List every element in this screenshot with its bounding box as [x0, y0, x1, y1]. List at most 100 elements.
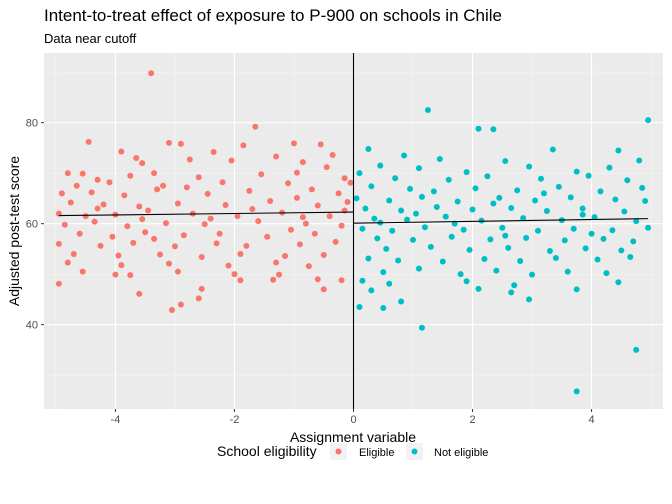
data-point-not-eligible: [573, 286, 580, 293]
data-point-not-eligible: [454, 198, 461, 205]
data-point-eligible: [79, 170, 86, 177]
data-point-eligible: [302, 220, 309, 227]
x-tick-label: 0: [350, 414, 356, 426]
data-point-eligible: [299, 214, 306, 221]
data-point-eligible: [207, 215, 214, 222]
data-point-not-eligible: [398, 298, 405, 305]
data-point-not-eligible: [484, 173, 491, 180]
x-tick-label: 2: [469, 414, 475, 426]
data-point-eligible: [151, 170, 158, 177]
data-point-not-eligible: [421, 224, 428, 231]
data-point-not-eligible: [481, 256, 488, 263]
data-point-not-eligible: [365, 255, 372, 262]
x-axis-title: Assignment variable: [290, 429, 416, 445]
data-point-not-eligible: [612, 196, 619, 203]
data-point-eligible: [267, 197, 274, 204]
data-point-not-eligible: [517, 258, 524, 265]
data-point-eligible: [82, 213, 89, 220]
data-point-not-eligible: [537, 175, 544, 182]
data-point-eligible: [168, 307, 175, 314]
data-point-eligible: [67, 199, 74, 206]
data-point-eligible: [124, 223, 131, 230]
data-point-not-eligible: [645, 224, 652, 231]
data-point-not-eligible: [588, 230, 595, 237]
data-point-not-eligible: [463, 278, 470, 285]
data-point-eligible: [213, 240, 220, 247]
data-point-eligible: [216, 230, 223, 237]
data-point-eligible: [94, 205, 101, 212]
data-point-not-eligible: [356, 170, 363, 177]
data-point-eligible: [136, 203, 143, 210]
data-point-eligible: [97, 242, 104, 249]
data-point-not-eligible: [564, 268, 571, 275]
data-point-not-eligible: [573, 168, 580, 175]
data-point-eligible: [299, 159, 306, 166]
data-point-not-eligible: [478, 217, 485, 224]
data-point-not-eligible: [424, 107, 431, 114]
data-point-eligible: [210, 148, 217, 155]
data-point-eligible: [118, 148, 125, 155]
data-point-not-eligible: [353, 195, 360, 202]
y-tick-label: 80: [26, 118, 38, 130]
data-point-not-eligible: [383, 245, 390, 252]
legend-title: School eligibility: [217, 443, 317, 459]
data-point-not-eligible: [418, 324, 425, 331]
legend: School eligibility Eligible Not eligible: [217, 443, 488, 460]
data-point-not-eligible: [359, 277, 366, 284]
data-point-eligible: [243, 242, 250, 249]
data-point-not-eligible: [579, 211, 586, 218]
data-point-eligible: [127, 272, 134, 279]
data-point-not-eligible: [460, 226, 467, 233]
data-point-eligible: [228, 157, 235, 164]
chart-subtitle: Data near cutoff: [44, 31, 137, 46]
data-point-eligible: [174, 268, 181, 275]
data-point-not-eligible: [392, 175, 399, 182]
data-point-not-eligible: [591, 214, 598, 221]
data-point-eligible: [145, 207, 152, 214]
data-point-not-eligible: [540, 190, 547, 197]
data-point-eligible: [121, 192, 128, 199]
data-point-not-eligible: [609, 227, 616, 234]
data-point-eligible: [91, 218, 98, 225]
data-point-eligible: [127, 172, 134, 179]
data-point-eligible: [180, 232, 187, 239]
data-point-eligible: [293, 169, 300, 176]
data-point-eligible: [73, 182, 80, 189]
data-point-eligible: [311, 230, 318, 237]
data-point-not-eligible: [594, 256, 601, 263]
data-point-not-eligible: [600, 235, 607, 242]
data-point-eligible: [163, 220, 170, 227]
data-point-eligible: [293, 194, 300, 201]
data-point-eligible: [139, 160, 146, 167]
data-point-eligible: [317, 141, 324, 148]
data-point-not-eligible: [514, 187, 521, 194]
legend-label-eligible: Eligible: [359, 447, 394, 459]
data-point-not-eligible: [505, 244, 512, 251]
data-point-not-eligible: [469, 206, 476, 213]
data-point-not-eligible: [573, 388, 580, 395]
data-point-eligible: [177, 140, 184, 147]
y-tick-label: 60: [26, 219, 38, 231]
data-point-eligible: [177, 301, 184, 308]
legend-marker-eligible: [335, 448, 342, 455]
data-point-not-eligible: [543, 208, 550, 215]
data-point-not-eligible: [415, 265, 422, 272]
data-point-not-eligible: [502, 158, 509, 165]
data-point-not-eligible: [642, 197, 649, 204]
data-point-eligible: [148, 70, 155, 77]
data-point-not-eligible: [508, 205, 515, 212]
data-point-eligible: [320, 251, 327, 258]
x-tick-label: 4: [589, 414, 595, 426]
data-point-eligible: [237, 277, 244, 284]
data-point-not-eligible: [621, 208, 628, 215]
data-point-not-eligible: [523, 234, 530, 241]
data-point-eligible: [133, 155, 140, 162]
data-point-not-eligible: [410, 236, 417, 243]
data-point-eligible: [70, 250, 77, 257]
data-point-eligible: [106, 179, 113, 186]
data-point-eligible: [285, 180, 292, 187]
data-point-eligible: [55, 280, 62, 287]
data-point-not-eligible: [362, 205, 369, 212]
data-point-eligible: [204, 190, 211, 197]
data-point-eligible: [282, 252, 289, 259]
